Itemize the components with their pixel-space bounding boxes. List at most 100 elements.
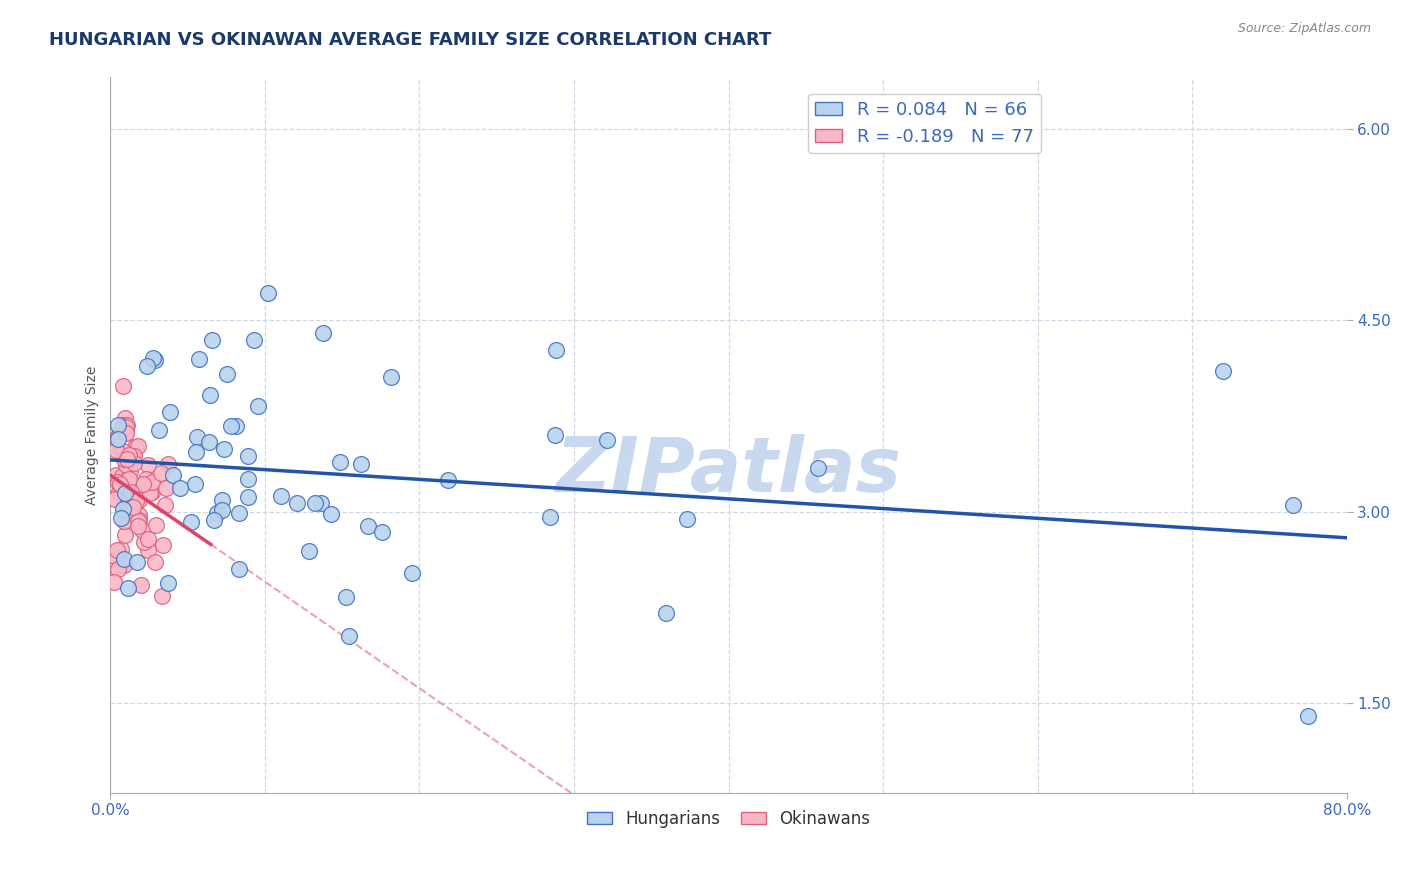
Point <box>121 444 143 458</box>
Point <box>111 444 134 458</box>
Point <box>141 475 163 490</box>
Point <box>127 514 149 528</box>
Point <box>112 452 135 467</box>
Point <box>105 467 128 482</box>
Point <box>131 523 153 537</box>
Point <box>125 555 148 569</box>
Point <box>112 417 135 432</box>
Point <box>138 458 160 472</box>
Point <box>201 333 224 347</box>
Point <box>186 445 208 459</box>
Point <box>117 449 139 463</box>
Point <box>184 477 207 491</box>
Point <box>105 442 128 457</box>
Point <box>807 461 830 475</box>
Point <box>329 455 352 469</box>
Point <box>214 442 236 457</box>
Point <box>115 417 138 432</box>
Point <box>107 417 129 432</box>
Point <box>104 549 127 564</box>
Point <box>127 519 149 533</box>
Point <box>298 543 321 558</box>
Point <box>117 499 139 513</box>
Point <box>107 475 129 489</box>
Point <box>544 428 567 442</box>
Point <box>270 489 292 503</box>
Text: ZIPatlas: ZIPatlas <box>555 434 901 508</box>
Point <box>125 440 148 454</box>
Point <box>148 423 170 437</box>
Point <box>117 581 139 595</box>
Point <box>159 405 181 419</box>
Point <box>125 494 148 508</box>
Point <box>157 457 180 471</box>
Point <box>238 472 260 486</box>
Point <box>357 518 380 533</box>
Point <box>110 511 132 525</box>
Point <box>350 457 373 471</box>
Point <box>186 430 208 444</box>
Point <box>122 456 145 470</box>
Point <box>122 500 145 515</box>
Point <box>112 514 135 528</box>
Point <box>115 420 138 434</box>
Point <box>142 351 165 365</box>
Point <box>138 486 160 500</box>
Point <box>115 451 138 466</box>
Point <box>112 558 135 572</box>
Point <box>321 507 343 521</box>
Point <box>198 388 221 402</box>
Point <box>655 606 678 620</box>
Point <box>122 485 145 500</box>
Point <box>211 503 233 517</box>
Point <box>114 486 136 500</box>
Point <box>115 449 138 463</box>
Point <box>596 433 619 447</box>
Point <box>169 481 191 495</box>
Text: HUNGARIAN VS OKINAWAN AVERAGE FAMILY SIZE CORRELATION CHART: HUNGARIAN VS OKINAWAN AVERAGE FAMILY SIZ… <box>49 31 772 49</box>
Y-axis label: Average Family Size: Average Family Size <box>86 366 100 505</box>
Point <box>538 510 561 524</box>
Point <box>1296 709 1319 723</box>
Point <box>110 478 132 492</box>
Point <box>128 508 150 522</box>
Point <box>676 511 699 525</box>
Point <box>105 432 128 446</box>
Point <box>150 589 173 603</box>
Point <box>117 475 139 490</box>
Point <box>243 333 266 347</box>
Point <box>246 400 269 414</box>
Point <box>127 439 149 453</box>
Point <box>546 343 568 358</box>
Point <box>105 543 128 558</box>
Point <box>120 485 142 500</box>
Point <box>198 435 221 450</box>
Point <box>117 503 139 517</box>
Point <box>371 524 394 539</box>
Point <box>117 493 139 508</box>
Point <box>115 425 138 440</box>
Point <box>134 535 156 549</box>
Point <box>114 411 136 425</box>
Point <box>309 496 332 510</box>
Point <box>335 591 357 605</box>
Point <box>112 552 135 566</box>
Point <box>128 512 150 526</box>
Point <box>285 496 308 510</box>
Point <box>401 566 423 580</box>
Point <box>207 506 229 520</box>
Point <box>122 449 145 463</box>
Point <box>107 428 129 442</box>
Point <box>219 418 242 433</box>
Point <box>143 352 166 367</box>
Point <box>115 458 138 472</box>
Legend: Hungarians, Okinawans: Hungarians, Okinawans <box>581 803 876 834</box>
Point <box>107 562 129 576</box>
Point <box>257 285 280 300</box>
Point <box>136 359 159 374</box>
Point <box>107 484 129 499</box>
Point <box>118 480 141 494</box>
Point <box>149 466 172 480</box>
Point <box>122 493 145 508</box>
Point <box>132 476 155 491</box>
